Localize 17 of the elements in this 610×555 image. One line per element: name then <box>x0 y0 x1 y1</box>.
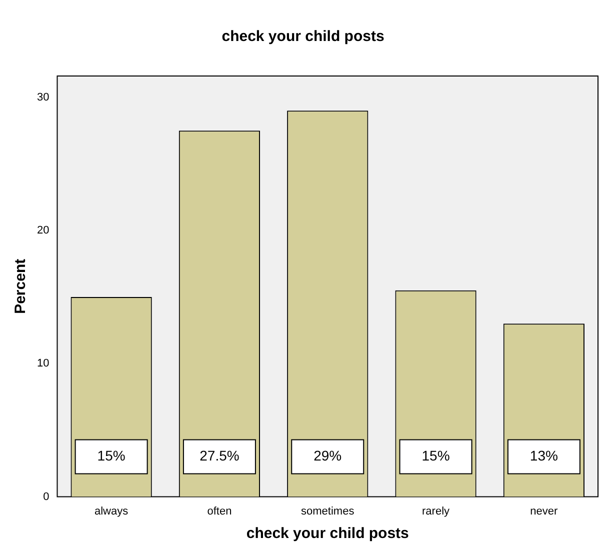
y-tick-label: 30 <box>36 91 50 104</box>
x-tick-label: sometimes <box>301 505 355 518</box>
y-tick-label: 20 <box>36 224 50 236</box>
x-tick-label: rarely <box>422 505 450 518</box>
x-axis-title: check your child posts <box>246 525 409 542</box>
y-axis-title: Percent <box>12 258 30 314</box>
x-tick-label: always <box>94 505 129 518</box>
x-tick-label: often <box>207 505 232 518</box>
data-label: 15% <box>422 448 450 464</box>
data-label: 27.5% <box>200 448 240 464</box>
y-tick-label: 10 <box>36 358 50 370</box>
data-label: 13% <box>530 448 558 464</box>
chart-title: check your child posts <box>222 28 384 46</box>
x-tick-label: never <box>530 505 558 518</box>
data-label: 29% <box>314 448 342 464</box>
y-tick-label: 0 <box>43 490 50 503</box>
data-label: 15% <box>97 448 126 464</box>
